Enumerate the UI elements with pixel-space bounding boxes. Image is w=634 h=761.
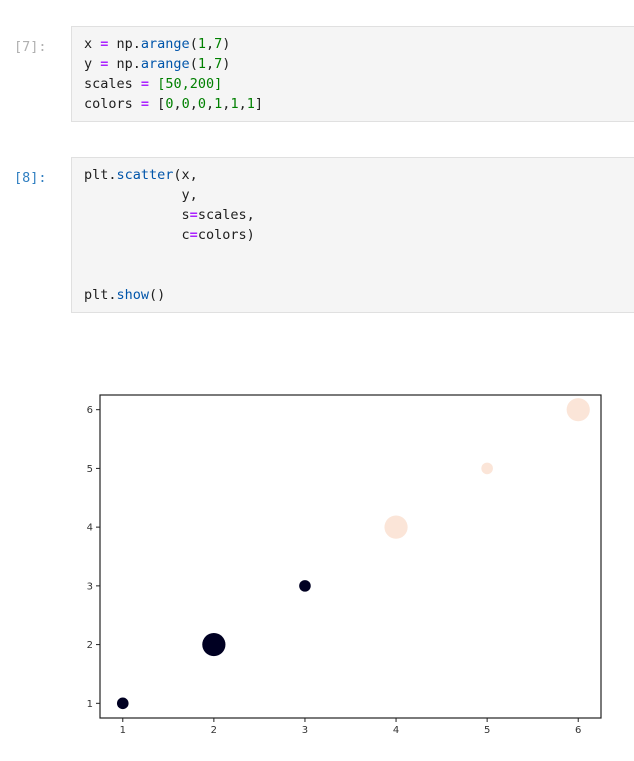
code-line — [84, 265, 623, 285]
code-token: np. — [108, 56, 141, 72]
x-tick-label: 2 — [211, 725, 217, 736]
y-tick-label: 2 — [87, 640, 93, 651]
code-token: 1 — [197, 56, 206, 72]
code-token: 200 — [189, 76, 215, 92]
code-token: 0 — [181, 96, 190, 112]
scatter-point — [202, 632, 226, 657]
code-line: colors = [0,0,0,1,1,1] — [84, 94, 623, 114]
code-token: scales — [84, 76, 141, 92]
code-token: 0 — [197, 96, 207, 112]
code-token: () — [149, 287, 166, 303]
code-line: y = np.arange(1,7) — [84, 54, 623, 74]
x-tick-label: 1 — [120, 725, 126, 736]
x-tick-label: 3 — [302, 725, 308, 736]
scatter-point — [116, 697, 129, 710]
code-token: , — [238, 96, 247, 112]
code-token: , — [222, 96, 231, 112]
code-token: = — [189, 207, 198, 223]
scatter-point — [566, 398, 590, 422]
code-token: c — [84, 227, 190, 243]
code-token: ] — [214, 76, 223, 92]
y-tick-label: 1 — [87, 699, 93, 710]
code-token: 7 — [214, 56, 223, 72]
code-token: arange — [140, 56, 190, 72]
x-tick-label: 4 — [393, 725, 399, 736]
output-plot: 1 2 3 4 5 6 1 2 3 4 5 6 — [71, 381, 634, 751]
code-line: plt.show() — [84, 285, 623, 305]
code-token: , — [189, 96, 198, 112]
code-token: [ — [157, 76, 166, 92]
y-tick-label: 6 — [87, 405, 93, 416]
code-token: np. — [108, 36, 141, 52]
code-token: 1 — [214, 96, 223, 112]
code-editor[interactable]: x = np.arange(1,7) y = np.arange(1,7) scal… — [71, 26, 634, 122]
code-token: ( — [189, 36, 198, 52]
code-cell-7[interactable]: [7]: x = np.arange(1,7) y = np.arange(1,7… — [0, 26, 634, 144]
x-tick-label: 5 — [484, 725, 490, 736]
code-line: c=colors) — [84, 225, 623, 245]
code-token: plt. — [84, 287, 117, 303]
cell-prompt: [8]: — [14, 170, 47, 186]
code-token: (x, — [173, 167, 198, 183]
code-token: , — [173, 96, 182, 112]
code-line: plt.scatter(x, — [84, 165, 623, 185]
code-token: scatter — [116, 167, 174, 183]
code-token: = — [100, 56, 109, 72]
scatter-point — [299, 580, 311, 592]
y-tick-label: 4 — [87, 523, 93, 534]
code-cell-8[interactable]: [8]: plt.scatter(x, y, s=scales, c=color… — [0, 157, 634, 377]
code-token: 0 — [165, 96, 174, 112]
code-token: 1 — [246, 96, 255, 112]
code-token: colors — [84, 96, 141, 112]
code-token: plt. — [84, 167, 117, 183]
code-token: , — [206, 96, 215, 112]
scatter-point — [384, 515, 408, 539]
code-token — [149, 76, 157, 92]
code-token: , — [181, 76, 190, 92]
y-tick-label: 3 — [87, 581, 93, 592]
code-token: ) — [222, 56, 231, 72]
code-token: = — [140, 96, 150, 112]
code-token: scales, — [197, 207, 255, 223]
code-token: s — [84, 207, 190, 223]
code-token: = — [100, 36, 109, 52]
code-token: 1 — [230, 96, 239, 112]
cell-prompt: [7]: — [14, 39, 47, 55]
code-token: colors) — [197, 227, 255, 243]
code-line: scales = [50,200] — [84, 74, 623, 94]
code-token: 50 — [165, 76, 182, 92]
code-token: , — [205, 36, 215, 52]
code-line: s=scales, — [84, 205, 623, 225]
code-line: y, — [84, 185, 623, 205]
plot-frame — [99, 394, 602, 719]
scatter-point — [481, 462, 493, 475]
code-line: x = np.arange(1,7) — [84, 34, 623, 54]
code-token: ( — [189, 56, 198, 72]
y-tick-label: 5 — [87, 464, 93, 475]
code-token: , — [205, 56, 215, 72]
code-token: ] — [254, 96, 263, 112]
scatter-chart: 1 2 3 4 5 6 1 2 3 4 5 6 — [87, 394, 602, 736]
code-token: ) — [222, 36, 231, 52]
code-token: show — [116, 287, 150, 303]
code-token: arange — [140, 36, 190, 52]
code-token: y — [84, 56, 101, 72]
code-token: x — [84, 36, 101, 52]
code-line — [84, 245, 623, 265]
code-editor[interactable]: plt.scatter(x, y, s=scales, c=colors) plt… — [71, 157, 634, 313]
code-token: [ — [149, 96, 166, 112]
code-token: y, — [84, 187, 198, 203]
code-token: = — [140, 76, 150, 92]
x-tick-label: 6 — [575, 725, 581, 736]
code-token: = — [189, 227, 198, 243]
code-token: 1 — [197, 36, 206, 52]
code-token: 7 — [214, 36, 223, 52]
